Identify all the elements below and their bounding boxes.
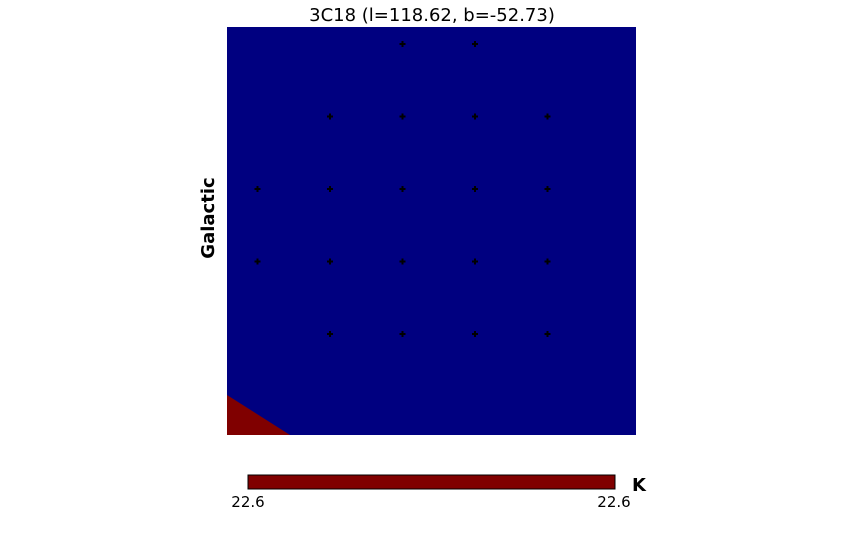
map-background [227, 27, 636, 435]
marker-plus [472, 186, 478, 192]
marker-plus [472, 113, 478, 120]
marker-plus [544, 331, 551, 337]
marker-plus [399, 258, 406, 265]
marker-grid [254, 41, 551, 337]
map-corner-patch [227, 395, 290, 435]
marker-plus [327, 258, 333, 265]
colorbar-min-label: 22.6 [231, 493, 264, 511]
marker-plus [254, 258, 261, 265]
marker-plus [327, 331, 333, 337]
chart-title: 3C18 (l=118.62, b=-52.73) [309, 5, 555, 26]
marker-plus [399, 331, 406, 337]
marker-plus [472, 41, 478, 47]
marker-plus [399, 41, 406, 47]
marker-plus [327, 186, 333, 192]
y-axis-label: Galactic [198, 177, 219, 258]
colorbar-bar [247, 474, 616, 490]
marker-plus [399, 186, 406, 192]
sky-map [227, 27, 636, 435]
marker-plus [472, 258, 478, 265]
colorbar-max-label: 22.6 [597, 493, 630, 511]
marker-plus [327, 113, 333, 120]
marker-plus [399, 113, 406, 120]
marker-plus [254, 186, 261, 192]
marker-plus [544, 186, 551, 192]
marker-plus [544, 113, 551, 120]
colorbar-unit: K [632, 475, 647, 496]
marker-plus [544, 258, 551, 265]
marker-plus [472, 331, 478, 337]
colorbar: 22.6 22.6 K [231, 474, 647, 511]
